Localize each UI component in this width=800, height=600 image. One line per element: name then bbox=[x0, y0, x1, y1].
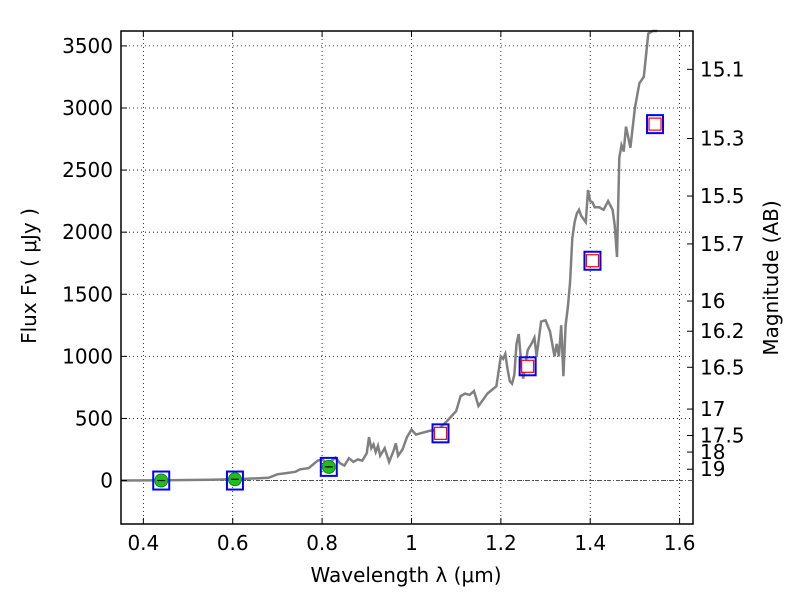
photometry-square-marker bbox=[319, 456, 338, 477]
grid-lines bbox=[121, 31, 693, 524]
photometry-square-marker bbox=[225, 470, 244, 491]
magnitude-tick-label: 15.3 bbox=[700, 126, 745, 150]
x-axis-label: Wavelength λ (μm) bbox=[310, 563, 501, 587]
spectrum-line bbox=[120, 29, 658, 482]
magnitude-tick-label: 16.5 bbox=[700, 355, 745, 379]
magnitude-tick-label: 15.7 bbox=[700, 232, 745, 256]
y-tick-label: 1500 bbox=[62, 282, 113, 306]
magnitude-tick-label: 17.5 bbox=[700, 423, 745, 447]
magnitude-tick-label: 17 bbox=[700, 397, 725, 421]
x-tick-label: 1.2 bbox=[485, 531, 517, 555]
x-tick-label: 1.4 bbox=[574, 531, 606, 555]
photometry-square-marker bbox=[152, 470, 171, 491]
magnitude-tick-label: 15.1 bbox=[700, 57, 745, 81]
y-tick-label: 1000 bbox=[62, 344, 113, 368]
y-axis-ticks: 0 500 1000 1500 2000 2500 3000 3500 bbox=[62, 34, 127, 493]
y-tick-label: 0 bbox=[100, 469, 113, 493]
y-tick-label: 3500 bbox=[62, 34, 113, 58]
x-tick-label: 0.8 bbox=[306, 531, 338, 555]
model-square-marker bbox=[585, 254, 600, 268]
magnitude-tick-label: 18 bbox=[700, 440, 725, 464]
y-tick-label: 2000 bbox=[62, 220, 113, 244]
model-square-marker bbox=[521, 359, 535, 373]
model-square-marker bbox=[648, 117, 662, 131]
photometry-square-marker bbox=[518, 356, 537, 377]
magnitude-tick-label: 15.5 bbox=[700, 184, 745, 208]
x-tick-label: 1.6 bbox=[664, 531, 696, 555]
magnitude-tick-label: 16 bbox=[700, 289, 725, 313]
y-axis-label: Flux Fν ( μJy ) bbox=[17, 208, 41, 344]
magnitude-tick-label: 16.2 bbox=[700, 319, 745, 343]
y-tick-label: 500 bbox=[75, 406, 113, 430]
photometry-square-marker bbox=[431, 423, 450, 444]
plot-frame bbox=[120, 30, 694, 525]
magnitude-axis-label: Magnitude (AB) bbox=[759, 200, 783, 355]
photometry-square-marker bbox=[646, 114, 665, 135]
x-tick-label: 0.4 bbox=[127, 531, 159, 555]
x-tick-label: 0.6 bbox=[217, 531, 249, 555]
model-square-marker bbox=[433, 426, 448, 440]
photometry-markers bbox=[152, 114, 665, 491]
x-tick-label: 1 bbox=[405, 531, 418, 555]
photometry-square-marker bbox=[583, 250, 602, 271]
magnitude-tick-label: 19 bbox=[700, 457, 725, 481]
y-tick-label: 2500 bbox=[62, 158, 113, 182]
y-tick-label: 3000 bbox=[62, 96, 113, 120]
x-axis-ticks: 0.4 0.6 0.8 1 1.2 1.4 1.6 bbox=[127, 31, 696, 555]
